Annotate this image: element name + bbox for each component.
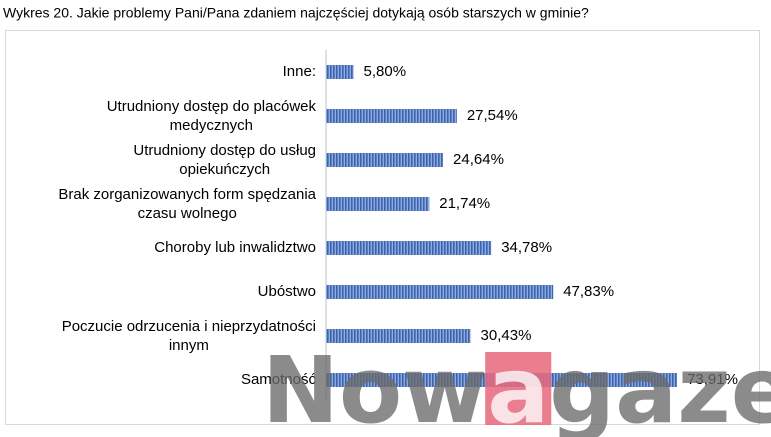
category-label: Inne: bbox=[283, 63, 316, 80]
watermark-part: gazeta bbox=[549, 337, 771, 437]
category-label: Brak zorganizowanych form spędzania czasu… bbox=[58, 186, 316, 222]
value-label: 73,91% bbox=[687, 371, 738, 388]
value-label: 5,80% bbox=[364, 63, 407, 80]
value-label: 27,54% bbox=[467, 107, 518, 124]
value-label: 30,43% bbox=[481, 327, 532, 344]
value-label: 21,74% bbox=[439, 195, 490, 212]
bar bbox=[326, 197, 430, 211]
category-label: Choroby lub inwalidztwo bbox=[154, 239, 316, 256]
watermark-box bbox=[485, 352, 552, 425]
chart-frame bbox=[5, 30, 760, 425]
category-label: Poczucie odrzucenia i nieprzydatności inn… bbox=[62, 318, 316, 354]
chart-title: Wykres 20. Jakie problemy Pani/Pana zdan… bbox=[3, 5, 589, 21]
category-label: Utrudniony dostęp do usług opiekuńczych bbox=[133, 142, 316, 178]
value-label: 34,78% bbox=[501, 239, 552, 256]
category-label: Utrudniony dostęp do placówek medycznych bbox=[107, 98, 317, 134]
value-label: 47,83% bbox=[563, 283, 614, 300]
category-label: Ubóstwo bbox=[258, 283, 316, 300]
bar bbox=[326, 241, 492, 255]
bar bbox=[326, 109, 457, 123]
watermark: Nowagazeta.pl bbox=[262, 337, 771, 437]
category-label: Samotność bbox=[241, 371, 317, 388]
bar bbox=[326, 65, 354, 79]
bar bbox=[326, 329, 471, 343]
watermark-part: Now bbox=[262, 337, 487, 437]
watermark-part: a bbox=[487, 337, 549, 437]
bar bbox=[326, 153, 444, 167]
bar bbox=[326, 285, 554, 299]
value-label: 24,64% bbox=[453, 151, 504, 168]
